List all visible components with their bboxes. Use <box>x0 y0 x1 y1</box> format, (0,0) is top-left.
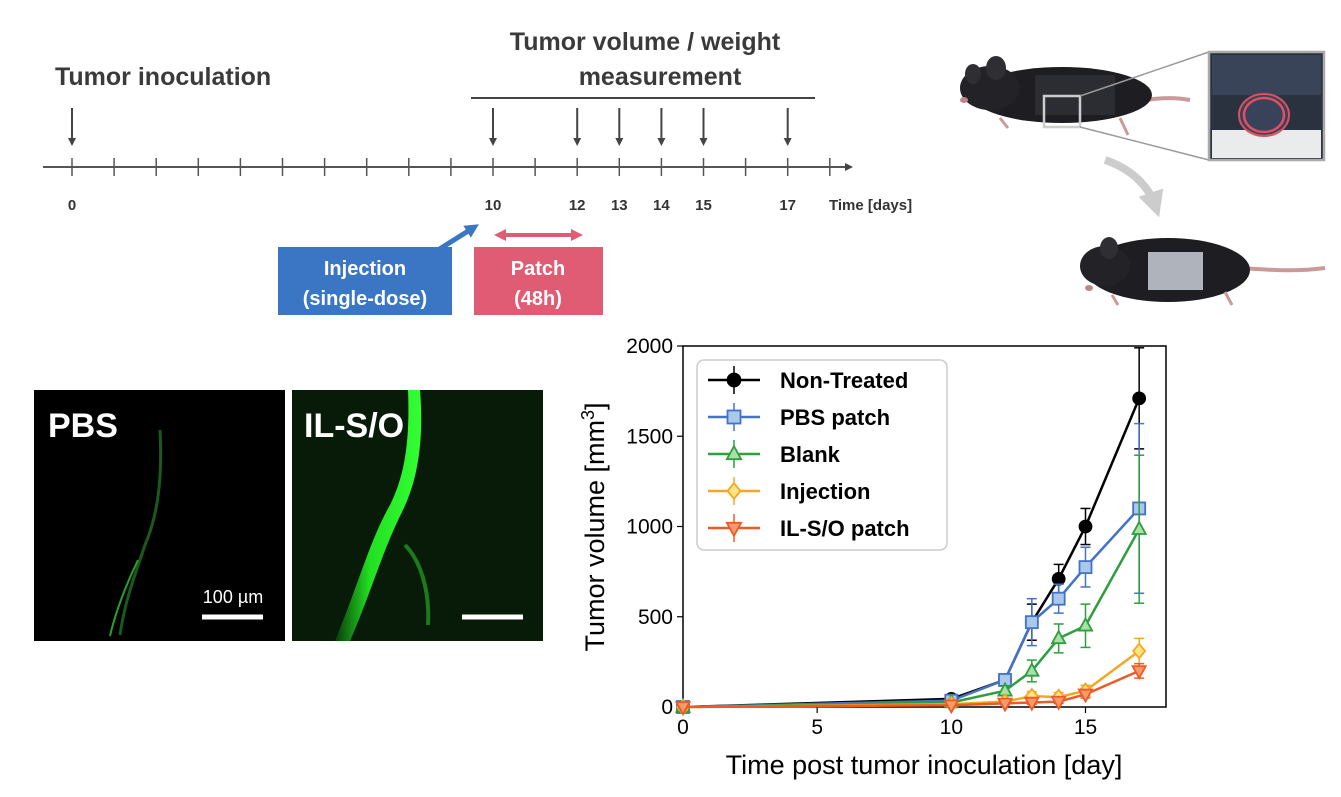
x-tick-label: 15 <box>1074 716 1097 739</box>
patch-box <box>474 247 603 315</box>
timeline-tick-labels: 0 10 12 13 14 15 17 <box>68 197 796 214</box>
timeline-tick-label: 17 <box>779 197 796 214</box>
y-tick-label: 2000 <box>626 335 673 358</box>
data-point <box>1023 661 1040 677</box>
data-point <box>1131 665 1148 680</box>
injection-box-line1: Injection <box>324 258 406 280</box>
data-point <box>1050 629 1067 645</box>
legend-box <box>696 359 948 551</box>
fluorescence-micrographs: PBS 100 µm IL-S/O <box>34 390 543 641</box>
data-point <box>1077 688 1094 704</box>
patch-box-line1: Patch <box>511 258 565 280</box>
data-point <box>1077 616 1094 632</box>
legend-item: IL-S/O patch <box>708 514 910 542</box>
timeline-axis-label: Time [days] <box>829 197 912 214</box>
treatment-timeline: Tumor inoculation Tumor volume / weight … <box>43 28 912 315</box>
legend-label: IL-S/O patch <box>780 516 910 541</box>
legend-marker <box>726 481 742 501</box>
chart-legend: Non-Treated PBS patch Blank Injection IL-S/O… <box>696 359 948 551</box>
data-point <box>1078 560 1093 575</box>
legend-label: Non-Treated <box>780 368 908 393</box>
legend-item: Non-Treated <box>708 366 908 394</box>
zoom-line-top <box>1079 51 1210 97</box>
data-point <box>943 699 960 715</box>
data-point <box>1023 696 1040 712</box>
timeline-tick-label: 14 <box>653 197 670 214</box>
data-point <box>1051 591 1066 606</box>
legend-item: Injection <box>708 477 870 505</box>
x-tick-label: 10 <box>940 716 963 739</box>
scale-bar-text: 100 µm <box>203 587 263 607</box>
mouse-illustration <box>960 50 1326 306</box>
timeline-ticks <box>71 158 831 176</box>
tumor-zoom-inset <box>1207 50 1326 162</box>
y-tick-label: 0 <box>661 696 673 719</box>
micrograph-pbs: PBS 100 µm <box>34 390 285 641</box>
measurement-label-line2: measurement <box>579 63 742 91</box>
legend-item: PBS patch <box>708 403 890 431</box>
micrograph-il-so: IL-S/O <box>292 390 543 641</box>
data-point <box>1051 571 1066 586</box>
mouse-bottom-image <box>1080 237 1326 306</box>
patch-on-mouse <box>1148 252 1203 290</box>
y-axis-label-suffix: ] <box>580 402 610 410</box>
data-point <box>1078 519 1093 534</box>
data-point <box>674 701 692 717</box>
x-tick-label: 0 <box>677 716 689 739</box>
legend-marker <box>726 372 742 388</box>
legend-marker <box>725 444 743 461</box>
legend-items: Non-Treated PBS patch Blank Injection IL-S/O… <box>708 366 910 542</box>
mouse-transition-arrow <box>1103 156 1164 218</box>
micrograph-il-so-label: IL-S/O <box>304 407 404 445</box>
tumor-volume-chart: 0 5 10 15 0 500 1000 1500 2000 Time post tumor i… <box>578 335 1167 780</box>
legend-label: Injection <box>780 479 870 504</box>
legend-item: Blank <box>708 440 841 468</box>
timeline-tick-label: 0 <box>68 197 76 214</box>
data-point <box>1131 520 1148 535</box>
y-tick-label: 1000 <box>626 516 673 539</box>
y-tick-label: 1500 <box>626 425 673 448</box>
chart-axis-ticks: 0 5 10 15 0 500 1000 1500 2000 <box>626 335 1097 739</box>
patch-box-line2: (48h) <box>514 288 562 310</box>
timeline-tick-label: 15 <box>695 197 712 214</box>
y-tick-label: 500 <box>638 606 673 629</box>
data-point <box>1132 391 1147 406</box>
y-axis-label-main: Tumor volume [mm <box>580 420 610 652</box>
y-axis-label-superscript: 3 <box>578 410 598 420</box>
measurement-label-line1: Tumor volume / weight <box>510 28 781 56</box>
tumor-inoculation-label: Tumor inoculation <box>55 63 271 91</box>
chart-series-group <box>674 347 1148 717</box>
zoom-line-bottom <box>1079 126 1210 161</box>
tumor-site-box <box>1042 94 1082 129</box>
timeline-tick-label: 12 <box>569 197 586 214</box>
chart-y-axis-label: Tumor volume [mm3] <box>578 402 610 651</box>
micrograph-pbs-label: PBS <box>48 407 118 445</box>
legend-label: Blank <box>780 442 841 467</box>
data-point <box>1024 615 1039 630</box>
data-point <box>1131 642 1147 660</box>
timeline-tick-label: 13 <box>611 197 628 214</box>
chart-x-axis-label: Time post tumor inoculation [day] <box>726 750 1123 780</box>
legend-label: PBS patch <box>780 405 890 430</box>
injection-box-line2: (single-dose) <box>303 288 427 310</box>
timeline-tick-label: 10 <box>485 197 502 214</box>
data-point <box>1050 695 1067 711</box>
legend-marker <box>725 521 743 538</box>
injection-box <box>278 247 452 315</box>
measurement-arrows <box>489 108 792 146</box>
legend-marker <box>726 409 742 425</box>
x-tick-label: 5 <box>811 716 823 739</box>
data-point <box>996 697 1014 713</box>
series-il-s-o-patch <box>674 662 1148 717</box>
